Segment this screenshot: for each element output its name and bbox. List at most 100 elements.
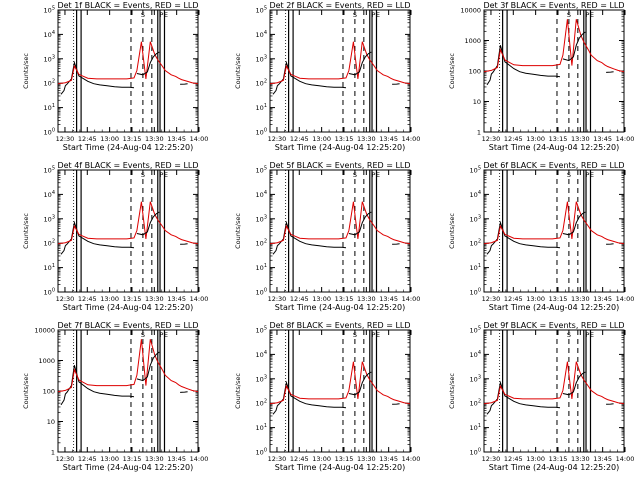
y-tick-label: 104 <box>256 350 267 359</box>
x-tick-label: 13:30 <box>145 135 164 143</box>
series-lld <box>483 19 625 73</box>
marker-label: E <box>590 11 594 19</box>
y-tick-label: 105 <box>256 6 267 15</box>
y-tick-label: 102 <box>470 399 481 408</box>
x-tick-label: 13:30 <box>571 455 590 463</box>
y-tick-label: 101 <box>256 103 267 112</box>
plot-frame <box>269 169 411 293</box>
panel-title: Det 8f BLACK = Events, RED = LLD <box>269 321 410 330</box>
y-axis-label: Counts/sec <box>234 213 242 249</box>
x-tick-label: 13:45 <box>593 135 612 143</box>
panel-title: Det 2f BLACK = Events, RED = LLD <box>269 1 410 10</box>
x-tick-label: 12:30 <box>56 455 75 463</box>
x-tick-label: 12:30 <box>56 295 75 303</box>
x-tick-label: 14:00 <box>190 455 209 463</box>
x-tick-label: 13:30 <box>145 455 164 463</box>
y-tick-label: 104 <box>44 30 55 39</box>
marker-label: S <box>353 331 357 339</box>
x-tick-label: 12:45 <box>504 455 523 463</box>
x-tick-label: 13:30 <box>571 295 590 303</box>
series-lld <box>57 41 199 85</box>
series-events <box>60 60 135 95</box>
x-tick-label: 13:30 <box>571 135 590 143</box>
y-axis-label: Counts/sec <box>448 53 456 89</box>
x-tick-label: 12:30 <box>482 135 501 143</box>
series-events <box>486 220 561 255</box>
series-events-3 <box>606 403 614 405</box>
series-events-2 <box>136 211 160 236</box>
series-events-2 <box>348 51 372 76</box>
series-events <box>60 365 135 406</box>
x-axis-label: Start Time (24-Aug-04 12:25:20) <box>489 463 620 472</box>
y-tick-label: 103 <box>256 54 267 63</box>
y-tick-label: 101 <box>470 423 481 432</box>
series-lld <box>483 201 625 245</box>
plot-frame <box>57 9 199 133</box>
series-events-3 <box>606 243 614 245</box>
panel-title: Det 4f BLACK = Events, RED = LLD <box>57 161 198 170</box>
x-tick-label: 12:30 <box>482 295 501 303</box>
x-tick-label: 12:45 <box>78 135 97 143</box>
x-tick-label: 14:00 <box>402 295 421 303</box>
x-tick-label: 13:45 <box>167 135 186 143</box>
marker-label: S <box>567 331 571 339</box>
marker-label: S <box>353 171 357 179</box>
y-tick-label: 100 <box>469 68 481 76</box>
x-tick-label: 14:00 <box>190 295 209 303</box>
series-events <box>60 220 135 255</box>
x-axis-label: Start Time (24-Aug-04 12:25:20) <box>275 143 406 152</box>
series-events <box>486 380 561 415</box>
y-tick-label: 100 <box>256 288 267 297</box>
marker-label: S <box>141 331 145 339</box>
series-lld <box>269 361 411 405</box>
y-tick-label: 10000 <box>34 327 55 335</box>
y-tick-label: 100 <box>256 448 267 457</box>
series-events-3 <box>180 391 188 393</box>
marker-label: P <box>160 331 164 339</box>
panel-title: Det 1f BLACK = Events, RED = LLD <box>57 1 198 10</box>
panel-det-5: Det 5f BLACK = Events, RED = LLD Counts/s… <box>234 161 420 312</box>
marker-label: P <box>160 11 164 19</box>
x-axis-label: Start Time (24-Aug-04 12:25:20) <box>275 463 406 472</box>
plot-frame <box>57 169 199 293</box>
series-events-3 <box>180 243 188 245</box>
panel-title: Det 5f BLACK = Events, RED = LLD <box>269 161 410 170</box>
y-tick-label: 10 <box>473 98 481 106</box>
y-tick-label: 101 <box>470 263 481 272</box>
y-tick-label: 100 <box>470 448 481 457</box>
x-axis-label: Start Time (24-Aug-04 12:25:20) <box>275 303 406 312</box>
marker-label: P <box>586 171 590 179</box>
x-tick-label: 14:00 <box>190 135 209 143</box>
x-tick-label: 14:00 <box>402 135 421 143</box>
x-tick-label: 13:00 <box>312 295 331 303</box>
series-events-2 <box>562 371 586 396</box>
marker-label: E <box>376 331 380 339</box>
marker-label: P <box>586 11 590 19</box>
plot-frame <box>483 169 625 293</box>
series-events-3 <box>180 83 188 85</box>
marker-label: E <box>590 171 594 179</box>
marker-label: P <box>372 331 376 339</box>
x-axis-label: Start Time (24-Aug-04 12:25:20) <box>63 143 194 152</box>
x-tick-label: 12:30 <box>56 135 75 143</box>
marker-label: P <box>372 171 376 179</box>
y-tick-label: 102 <box>44 239 55 248</box>
y-axis-label: Counts/sec <box>448 373 456 409</box>
panel-det-1: Det 1f BLACK = Events, RED = LLD Counts/s… <box>22 1 208 152</box>
marker-label: S <box>567 11 571 19</box>
y-tick-label: 101 <box>44 263 55 272</box>
x-tick-label: 13:30 <box>357 455 376 463</box>
x-tick-label: 13:45 <box>593 295 612 303</box>
series-events-2 <box>562 31 586 62</box>
y-tick-label: 104 <box>256 30 267 39</box>
marker-label: S <box>567 171 571 179</box>
x-tick-label: 13:15 <box>549 135 568 143</box>
x-tick-label: 13:45 <box>379 455 398 463</box>
x-tick-label: 13:00 <box>100 135 119 143</box>
x-tick-label: 13:15 <box>123 455 142 463</box>
x-tick-label: 13:30 <box>357 135 376 143</box>
y-tick-label: 102 <box>44 79 55 88</box>
plot-frame <box>269 9 411 133</box>
series-events-2 <box>562 211 586 236</box>
